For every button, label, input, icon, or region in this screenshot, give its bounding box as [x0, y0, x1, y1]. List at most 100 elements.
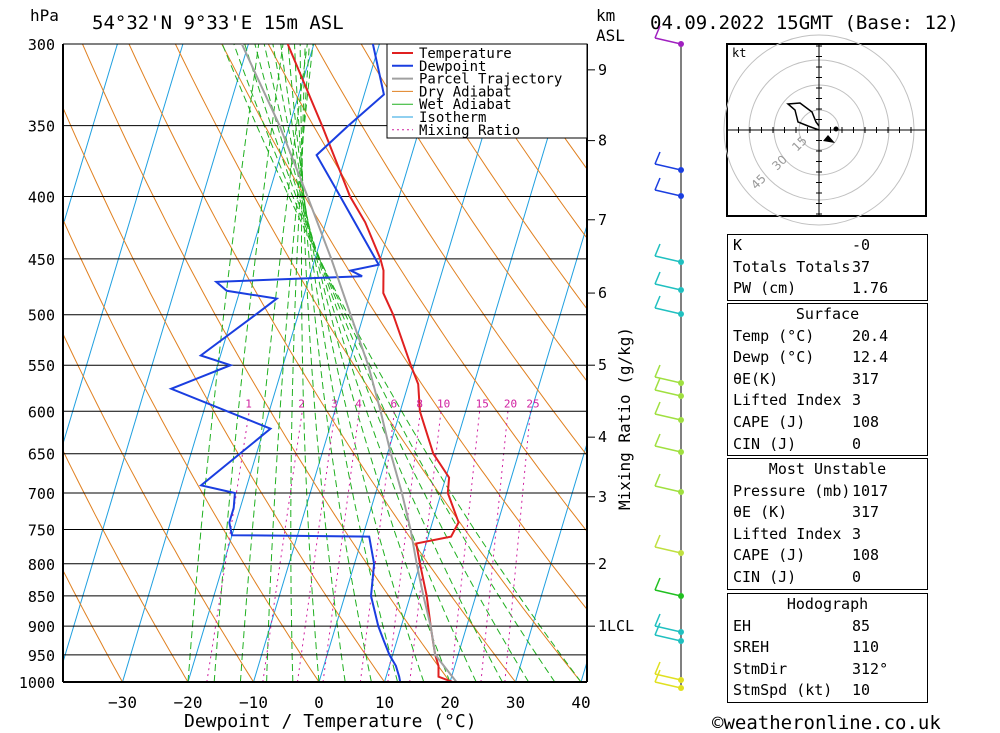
- temperature-tick-label: 30: [506, 693, 525, 712]
- table-row: CIN (J) 0: [728, 434, 927, 456]
- table-row: PW (cm) 1.76: [728, 278, 927, 300]
- dry-adiabat-line: [407, 44, 587, 310]
- wind-barb-staff: [654, 163, 682, 171]
- mixing-ratio-labels: 1 2 3 4 6 8 10 15 20 25: [245, 397, 539, 410]
- row-label: K: [733, 236, 743, 254]
- height-tick-label: 7: [598, 211, 607, 229]
- x-axis-label: Dewpoint / Temperature (°C): [184, 711, 477, 732]
- mixing-ratio-label: 15: [476, 397, 489, 410]
- row-value: 0: [852, 434, 862, 453]
- row-value: 37: [852, 257, 871, 276]
- dewpoint-profile: [168, 44, 402, 682]
- wet-adiabat-line: [266, 44, 314, 682]
- wet-adiabat-line: [299, 44, 346, 682]
- legend-entry: Isotherm: [419, 110, 486, 126]
- row-value: 312°: [852, 659, 889, 678]
- row-value: -0: [852, 236, 871, 254]
- wind-barb-staff: [654, 445, 682, 453]
- mixing-ratio-label: 3: [331, 397, 338, 410]
- wind-barb-staff: [654, 485, 682, 493]
- row-value: 108: [852, 546, 880, 565]
- row-label: Lifted Index: [733, 391, 842, 410]
- wind-barb-staff: [654, 37, 682, 45]
- temperature-tick-label: −20: [174, 693, 203, 712]
- row-value: 108: [852, 412, 880, 431]
- wind-level-marker: [678, 193, 684, 199]
- wind-level-marker: [678, 489, 684, 495]
- dry-adiabat-line: [63, 569, 123, 682]
- legend-entry: Dewpoint: [419, 59, 486, 75]
- table-row: Pressure (mb) 1017: [728, 481, 927, 503]
- temperature-tick-label: 0: [314, 693, 324, 712]
- row-label: CIN (J): [733, 434, 797, 453]
- mixing-ratio-label: 10: [437, 397, 450, 410]
- pressure-tick-label: 800: [28, 556, 55, 574]
- pressure-tick-label: 750: [28, 522, 55, 540]
- wind-level-marker: [678, 638, 684, 644]
- hodograph-trace: [786, 102, 820, 131]
- row-label: Dewp (°C): [733, 348, 815, 367]
- wet-adiabat-line: [187, 44, 260, 682]
- row-label: CAPE (J): [733, 412, 806, 431]
- wind-barb-flag: [654, 151, 661, 165]
- height-tick-label: 8: [598, 132, 607, 150]
- most-unstable-table: Most Unstable Pressure (mb) 1017 θE (K) 317 L…: [727, 458, 928, 590]
- isotherm-line: [63, 44, 118, 228]
- wind-level-marker: [678, 593, 684, 599]
- table-row: SREH 110: [728, 637, 927, 659]
- wind-barb-staff: [654, 634, 682, 642]
- height-tick-label: 2: [598, 555, 607, 573]
- row-label: θE(K): [733, 369, 779, 388]
- dry-adiabat-line: [453, 44, 587, 240]
- hodograph-table: Hodograph EH 85 SREH 110 StmDir 312° StmSpd (kt…: [727, 593, 928, 703]
- wet-adiabat-line: [287, 44, 399, 682]
- mixing-ratio-label: 25: [526, 397, 539, 410]
- temperature-profile: [286, 44, 460, 682]
- row-label: Temp (°C): [733, 326, 815, 345]
- wind-barb-flag: [654, 177, 661, 191]
- row-value: 317: [852, 503, 880, 522]
- pressure-tick-labels: 300 350 400 450 500 550 600 650 700 750 800 850 900 9…: [19, 36, 55, 692]
- temperature-tick-label: 40: [571, 693, 590, 712]
- row-label: CAPE (J): [733, 546, 806, 565]
- mixing-ratio-line: [296, 411, 336, 682]
- surface-table: Surface Temp (°C) 20.4 Dewp (°C) 12.4 θE(K) 31…: [727, 303, 928, 457]
- table-row: θE(K) 317: [728, 369, 927, 391]
- row-value: 3: [852, 391, 862, 410]
- wind-level-marker: [678, 685, 684, 691]
- legend-entry: Parcel Trajectory: [419, 72, 562, 88]
- table-row: Lifted Index 3: [728, 524, 927, 546]
- wind-barb-staff: [654, 681, 682, 689]
- row-label: EH: [733, 616, 752, 635]
- asl-label: ASL: [596, 26, 625, 45]
- table-row: StmDir 312°: [728, 659, 927, 681]
- temperature-tick-label: −10: [239, 693, 268, 712]
- indices-table: K -0 Totals Totals 37 PW (cm) 1.76: [727, 234, 928, 301]
- wind-barb-staff: [654, 413, 682, 421]
- wind-barb-flag: [654, 577, 661, 591]
- height-tick-label: 3: [598, 488, 607, 506]
- wind-barb-flag: [654, 295, 661, 309]
- wet-adiabat-line: [290, 44, 310, 682]
- mixing-ratio-line: [504, 411, 531, 682]
- datetime-title: 04.09.2022 15GMT (Base: 12): [650, 12, 959, 34]
- row-value: 317: [852, 369, 880, 388]
- parcel-trajectory: [240, 44, 458, 682]
- row-label: StmDir: [733, 659, 788, 678]
- mixing-ratio-line: [262, 411, 303, 682]
- wind-level-marker: [678, 550, 684, 556]
- dry-adiabat-line: [174, 44, 582, 682]
- table-row: Totals Totals 37: [728, 257, 927, 279]
- wind-barb-staff: [654, 625, 682, 633]
- row-value: 0: [852, 567, 862, 586]
- pressure-tick-label: 300: [28, 36, 55, 54]
- wind-barb-staff: [654, 283, 682, 291]
- pressure-tick-label: 1000: [19, 674, 55, 692]
- table-row: Lifted Index 3: [728, 390, 927, 412]
- pressure-tick-label: 850: [28, 588, 55, 606]
- pressure-tick-label: 950: [28, 647, 55, 665]
- mixing-ratio-line: [322, 411, 360, 682]
- wind-barb-flag: [654, 401, 661, 415]
- height-tick-label: 6: [598, 284, 607, 302]
